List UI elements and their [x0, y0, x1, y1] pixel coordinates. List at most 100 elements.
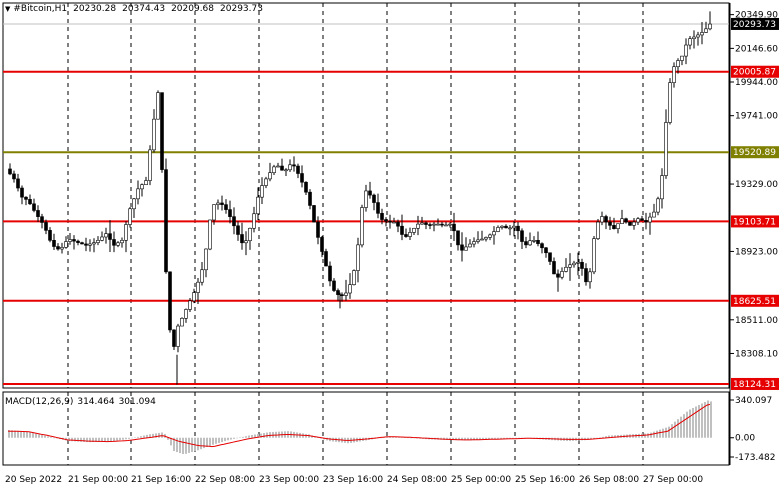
candle-body [592, 238, 596, 273]
price-axis-label: 20349.90 [735, 11, 778, 21]
macd-histogram-bar [503, 437, 505, 439]
macd-histogram-bar [662, 428, 664, 438]
candle-body [260, 185, 264, 198]
macd-histogram-bar [500, 437, 502, 439]
candle-body [648, 216, 652, 223]
candle-body [92, 242, 96, 245]
macd-histogram-bar [461, 437, 463, 441]
macd-histogram-bar [104, 437, 106, 442]
candle-body [196, 281, 200, 293]
candle-body [680, 55, 684, 61]
macd-histogram-bar [14, 430, 16, 438]
time-axis-label: 25 Sep 00:00 [451, 475, 511, 485]
candle-body [508, 227, 512, 230]
candle-body [436, 223, 440, 226]
macd-histogram-bar [68, 437, 70, 442]
macd-histogram-bar [101, 437, 103, 442]
macd-histogram-bar [83, 437, 85, 442]
candle-body [392, 221, 396, 224]
candle-body [236, 225, 240, 235]
candle-body [412, 227, 416, 233]
candle-body [504, 225, 508, 229]
candle-body [384, 219, 388, 222]
candle-body [700, 32, 704, 36]
macd-histogram-bar [458, 437, 460, 441]
macd-histogram-bar [188, 437, 190, 453]
macd-histogram-bar [407, 437, 409, 439]
candle-body [192, 292, 196, 302]
candle-body [24, 196, 28, 200]
candle-body [100, 236, 104, 241]
candle-body [312, 205, 316, 223]
candle-body [72, 239, 76, 242]
macd-histogram-bar [122, 437, 124, 440]
macd-histogram-bar [29, 432, 31, 438]
macd-histogram-bar [404, 437, 406, 438]
macd-histogram-bar [239, 437, 241, 439]
candle-body [296, 165, 300, 174]
macd-histogram-bar [155, 433, 157, 438]
candle-body [588, 271, 592, 283]
candle-body [420, 222, 424, 225]
candle-body [172, 329, 176, 347]
candle-body [444, 224, 448, 227]
candle-body [644, 220, 648, 223]
macd-histogram-bar [41, 435, 43, 438]
candle-body [256, 196, 260, 215]
candle-body [112, 239, 116, 246]
candle-body [160, 92, 164, 170]
macd-histogram-bar [113, 437, 115, 441]
candle-body [280, 165, 284, 171]
macd-histogram-bar [227, 437, 229, 441]
macd-histogram-bar [233, 437, 235, 439]
macd-histogram-bar [698, 405, 700, 438]
candle-body [532, 240, 536, 242]
macd-histogram-bar [692, 408, 694, 438]
candle-body [672, 66, 676, 83]
macd-histogram-bar [77, 437, 79, 442]
time-axis-label: 23 Sep 16:00 [323, 475, 383, 485]
candle-body [576, 261, 580, 264]
candle-body [80, 242, 84, 245]
macd-histogram-bar [695, 406, 697, 438]
macd-histogram-bar [149, 434, 151, 438]
level-price-tag [731, 377, 779, 390]
macd-histogram-bar [11, 430, 13, 438]
macd-histogram-bar [137, 436, 139, 438]
macd-histogram-bar [410, 437, 412, 439]
candle-body [440, 223, 444, 226]
macd-histogram-bar [470, 437, 472, 441]
macd-histogram-bar [260, 433, 262, 438]
main-pane-frame [2, 2, 730, 389]
macd-pane-frame [2, 391, 730, 466]
symbol-label: #Bitcoin,H1 [13, 4, 68, 14]
macd-histogram-bar [674, 421, 676, 438]
candle-body [200, 269, 204, 283]
candle-body [188, 300, 192, 310]
macd-histogram-bar [446, 437, 448, 440]
candle-body [88, 243, 92, 246]
macd-histogram-bar [128, 437, 130, 439]
candle-body [404, 234, 408, 237]
macd-histogram-bar [47, 436, 49, 438]
candle-body [428, 224, 432, 226]
candle-body [132, 198, 136, 210]
macd-histogram-bar [161, 432, 163, 438]
macd-histogram-bar [203, 437, 205, 449]
candle-body [332, 280, 336, 291]
candle-body [360, 207, 364, 246]
macd-histogram-bar [491, 437, 493, 440]
macd-histogram-bar [173, 437, 175, 452]
macd-histogram-bar [23, 431, 25, 438]
candle-body [40, 216, 44, 223]
macd-histogram-bar [701, 403, 703, 438]
candle-body [484, 237, 488, 240]
candle-body [180, 318, 184, 327]
candle-body [620, 218, 624, 225]
collapse-triangle-icon[interactable]: ▼ [5, 5, 11, 13]
candle-body [288, 164, 292, 171]
macd-signal-line [7, 403, 711, 448]
candle-body [708, 23, 712, 30]
candle-body [140, 184, 144, 190]
